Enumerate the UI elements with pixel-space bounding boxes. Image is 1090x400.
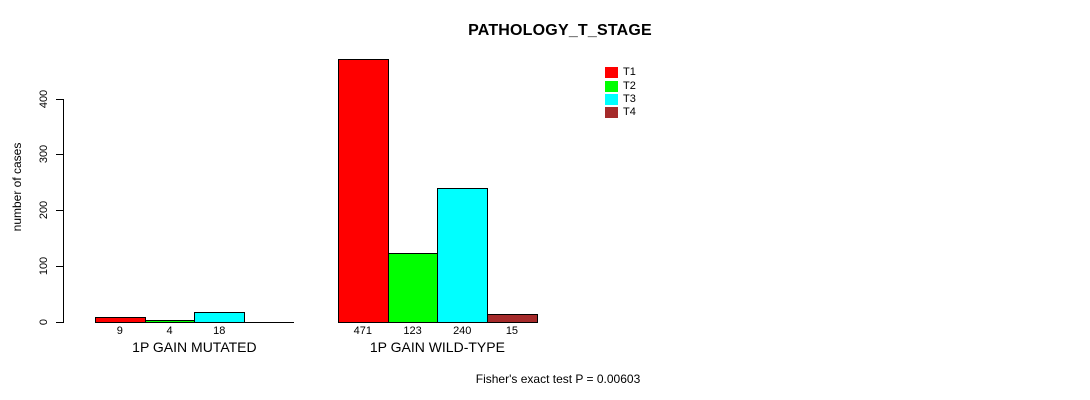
y-axis-line (63, 98, 64, 323)
legend: T1 T2 T3 T4 (605, 66, 636, 120)
legend-item-t2: T2 (605, 79, 636, 92)
legend-swatch-t1 (605, 67, 618, 79)
y-tick-label: 400 (38, 89, 50, 108)
legend-label: T2 (623, 79, 636, 92)
bar-t1-group2 (338, 59, 389, 323)
legend-item-t4: T4 (605, 106, 636, 119)
bar-value-label: 240 (453, 325, 472, 337)
bar-t2-group2 (387, 253, 439, 323)
legend-swatch-t4 (605, 107, 618, 119)
y-tick-mark (56, 210, 63, 212)
category-label: 1P GAIN WILD-TYPE (369, 339, 505, 355)
y-axis-label: number of cases (10, 142, 24, 232)
y-tick-label: 0 (38, 318, 50, 326)
statistical-test-annotation: Fisher's exact test P = 0.00603 (475, 372, 641, 386)
y-tick-label: 200 (38, 201, 50, 220)
y-tick-mark (56, 154, 63, 156)
bar-value-label: 471 (353, 325, 373, 337)
bar-value-label: 18 (213, 325, 226, 337)
legend-item-t1: T1 (605, 66, 636, 79)
y-tick-mark (56, 266, 63, 268)
bar-t3-group1 (194, 312, 246, 323)
bar-value-label: 15 (505, 325, 519, 337)
category-label: 1P GAIN MUTATED (132, 339, 257, 355)
legend-label: T4 (623, 106, 636, 119)
chart-title: PATHOLOGY_T_STAGE (468, 22, 652, 39)
bar-value-label: 9 (116, 325, 123, 337)
legend-swatch-t3 (605, 93, 618, 105)
bar-value-label: 4 (166, 325, 173, 337)
legend-label: T1 (623, 66, 636, 79)
bar-t3-group2 (437, 188, 489, 323)
bar-t2-group1 (144, 320, 196, 323)
bar-t4-group2 (487, 314, 538, 323)
y-tick-label: 300 (38, 145, 50, 164)
bar-value-label: 123 (403, 325, 422, 337)
legend-label: T3 (623, 92, 636, 105)
y-tick-label: 100 (38, 256, 50, 276)
legend-swatch-t2 (605, 80, 618, 92)
bar-t1-group1 (95, 317, 146, 323)
y-tick-mark (56, 322, 63, 323)
legend-item-t3: T3 (605, 93, 636, 106)
y-tick-mark (56, 98, 63, 100)
